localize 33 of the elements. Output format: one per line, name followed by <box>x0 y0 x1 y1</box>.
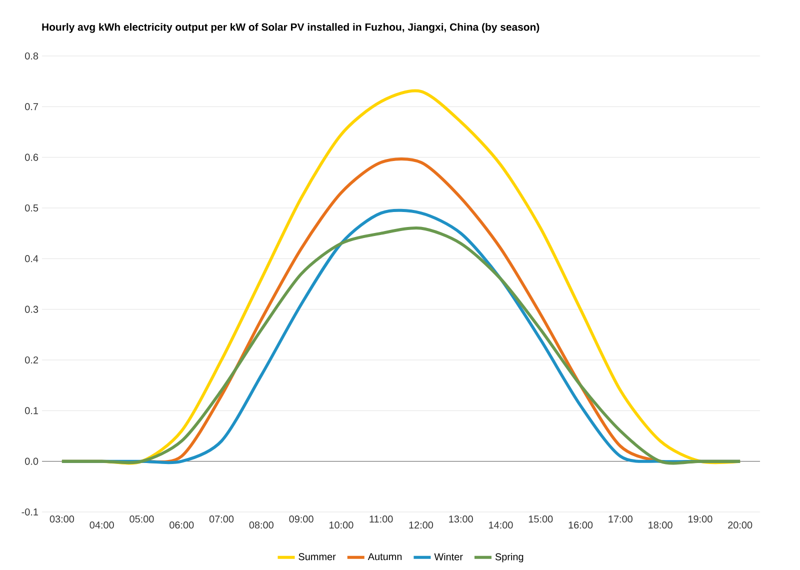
chart-title: Hourly avg kWh electricity output per kW of Solar PV installed in Fuzhou, Jiangxi, China (by season) <box>42 23 540 33</box>
x-tick-label: 03:00 <box>50 516 74 523</box>
y-tick-label: 0.1 <box>25 407 38 414</box>
x-tick-label: 08:00 <box>249 522 274 529</box>
y-tick-label: 0.4 <box>25 255 38 262</box>
y-tick-label: 0.5 <box>25 204 38 212</box>
x-tick-label: 12:00 <box>409 522 434 529</box>
x-tick-label: 11:00 <box>370 516 393 523</box>
y-tick-label: 0.3 <box>25 306 38 313</box>
x-tick-label: 09:00 <box>289 516 314 523</box>
x-tick-label: 19:00 <box>688 516 712 523</box>
legend-label: Summer <box>298 553 336 560</box>
x-tick-label: 05:00 <box>130 516 154 523</box>
x-tick-label: 20:00 <box>728 522 752 529</box>
x-tick-label: 15:00 <box>528 516 553 523</box>
y-tick-label: 0.0 <box>25 458 38 465</box>
x-tick-label: 18:00 <box>648 522 672 529</box>
x-tick-label: 10:00 <box>329 522 354 529</box>
x-tick-label: 06:00 <box>170 522 194 529</box>
legend-label: Autumn <box>368 553 402 560</box>
y-tick-label: 0.2 <box>25 356 38 364</box>
x-tick-label: 07:00 <box>209 516 234 523</box>
legend-label: Winter <box>434 553 463 560</box>
x-tick-label: 04:00 <box>90 522 114 529</box>
y-tick-label: 0.6 <box>25 154 38 161</box>
x-tick-label: 14:00 <box>489 522 513 529</box>
x-tick-label: 13:00 <box>449 516 473 523</box>
y-tick-label: 0.8 <box>25 52 38 60</box>
y-tick-label: 0.7 <box>25 103 38 110</box>
x-tick-label: 16:00 <box>568 522 593 529</box>
legend-label: Spring <box>495 553 524 562</box>
y-tick-label: -0.1 <box>22 508 38 516</box>
x-tick-label: 17:00 <box>608 516 632 523</box>
